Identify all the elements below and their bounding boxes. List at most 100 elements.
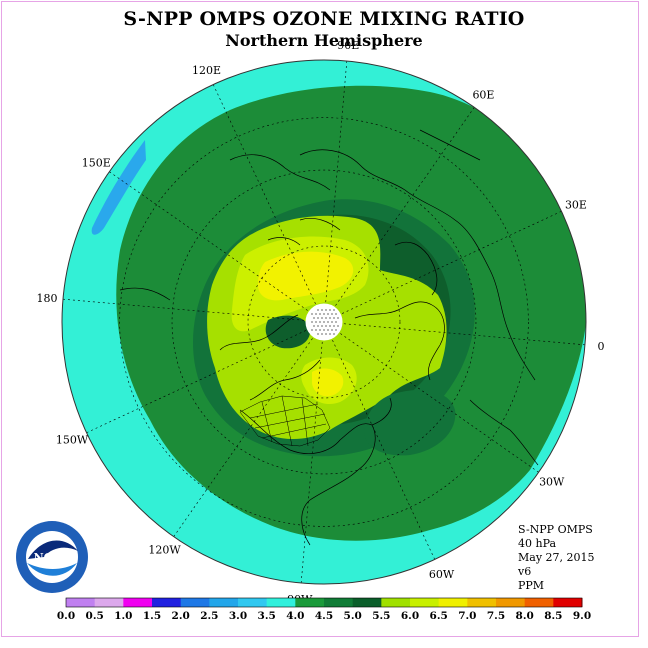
- pole-dot: [333, 309, 335, 311]
- colorbar-tick-label: 8.5: [544, 610, 562, 622]
- colorbar: [65, 597, 583, 608]
- colorbar-swatch: [295, 598, 325, 607]
- pole-dot: [335, 321, 337, 323]
- noaa-logo: NOAA: [14, 519, 90, 595]
- colorbar-tick-label: 6.0: [401, 610, 419, 622]
- pole-dot: [323, 313, 325, 315]
- version-label: v6: [518, 565, 532, 578]
- pole-dot: [319, 313, 321, 315]
- pole-dot: [323, 321, 325, 323]
- pole-dot: [315, 329, 317, 331]
- date-label: May 27, 2015: [518, 551, 595, 564]
- longitude-label: 0: [597, 340, 604, 353]
- pole-dot: [337, 325, 339, 327]
- pole-dot: [323, 329, 325, 331]
- band-5-0-5-5-patch: [265, 315, 311, 349]
- meridian-line: [62, 298, 305, 321]
- longitude-label: 120W: [148, 544, 181, 557]
- pressure-label: 40 hPa: [518, 537, 557, 550]
- pole-dot: [325, 309, 327, 311]
- map-boundary: [61, 59, 587, 585]
- colorbar-ticks: 0.0 0.5 1.0 1.5 2.0 2.5 3.0 3.5 4.0 4.5 5.0 5.5 6.0 6…: [57, 610, 591, 622]
- us-state-grid: [239, 395, 331, 447]
- colorbar-swatch: [123, 598, 153, 607]
- longitude-label: 30W: [539, 475, 565, 488]
- colorbar-swatch: [152, 598, 182, 607]
- pole-dot: [319, 329, 321, 331]
- info-panel: S-NPP OMPS 40 hPa May 27, 2015 v6 PPM: [518, 523, 595, 593]
- pole-dot: [329, 333, 331, 335]
- meridian-line: [173, 338, 313, 537]
- pole-dot: [327, 329, 329, 331]
- pole-dot: [333, 325, 335, 327]
- colorbar-swatch: [467, 598, 497, 607]
- colorbar-tick-label: 6.5: [430, 610, 448, 622]
- coastlines: [119, 129, 539, 546]
- colorbar-swatch: [553, 598, 583, 607]
- pole-dot: [313, 325, 315, 327]
- pole-dot: [319, 321, 321, 323]
- colorbar-tick-label: 7.5: [487, 610, 505, 622]
- colorbar-swatch: [324, 598, 354, 607]
- longitude-label: 60E: [472, 88, 494, 101]
- map-title: S-NPP OMPS OZONE MIXING RATIO: [123, 8, 525, 30]
- colorbar-swatch: [381, 598, 411, 607]
- pole-dot: [311, 313, 313, 315]
- latitude-circle: [171, 169, 477, 475]
- band-6-5-7-0: [258, 251, 354, 301]
- meridian-line: [332, 339, 435, 560]
- pole-dot: [333, 333, 335, 335]
- colorbar-swatch: [352, 598, 382, 607]
- pole-dot: [321, 309, 323, 311]
- longitude-label: 150W: [56, 433, 89, 446]
- colorbar-swatch: [66, 598, 96, 607]
- units-label: PPM: [518, 579, 545, 592]
- pole-dot: [311, 329, 313, 331]
- colorbar-tick-label: 5.5: [372, 610, 390, 622]
- colorbar-tick-label: 8.0: [516, 610, 534, 622]
- map-subtitle: Northern Hemisphere: [225, 31, 423, 50]
- pole-stipple: [311, 309, 339, 335]
- pole-dot: [329, 309, 331, 311]
- colorbar-tick-label: 0.5: [86, 610, 104, 622]
- pole-dot: [333, 317, 335, 319]
- pole-dot: [337, 317, 339, 319]
- band-4-5-5-0-se: [364, 390, 456, 456]
- pole-dot: [317, 325, 319, 327]
- colorbar-tick-label: 9.0: [573, 610, 591, 622]
- instrument-label: S-NPP OMPS: [518, 523, 593, 536]
- colorbar-swatch: [266, 598, 296, 607]
- meridian-line: [300, 341, 323, 584]
- pole-dot: [331, 313, 333, 315]
- colorbar-tick-label: 3.0: [229, 610, 247, 622]
- meridian-line: [86, 330, 307, 433]
- meridian-line: [335, 107, 475, 306]
- meridian-line: [340, 333, 539, 473]
- colorbar-swatch: [94, 598, 124, 607]
- pole-dot: [317, 309, 319, 311]
- figure-frame: [1, 1, 639, 637]
- pole-dot: [313, 317, 315, 319]
- colorbar-tick-label: 7.0: [458, 610, 476, 622]
- colorbar-swatch: [410, 598, 440, 607]
- pole-dot: [311, 321, 313, 323]
- graticule: [62, 60, 586, 584]
- longitude-label: 120E: [192, 64, 221, 77]
- colorbar-swatch: [180, 598, 210, 607]
- latitude-circle: [119, 117, 529, 527]
- colorbar-swatch: [238, 598, 268, 607]
- colorbar-tick-label: 0.0: [57, 610, 75, 622]
- pole-dot: [329, 317, 331, 319]
- longitude-label: 150E: [82, 157, 111, 170]
- pole-dot: [321, 317, 323, 319]
- colorbar-swatch: [524, 598, 554, 607]
- meridian-line: [341, 211, 562, 314]
- colorbar-swatch: [438, 598, 468, 607]
- longitude-label: 30E: [565, 199, 587, 212]
- colorbar-outline: [65, 597, 583, 608]
- meridian-line: [325, 60, 348, 303]
- pole-dot: [321, 333, 323, 335]
- colorbar-tick-label: 3.5: [258, 610, 276, 622]
- meridian-line: [343, 323, 586, 346]
